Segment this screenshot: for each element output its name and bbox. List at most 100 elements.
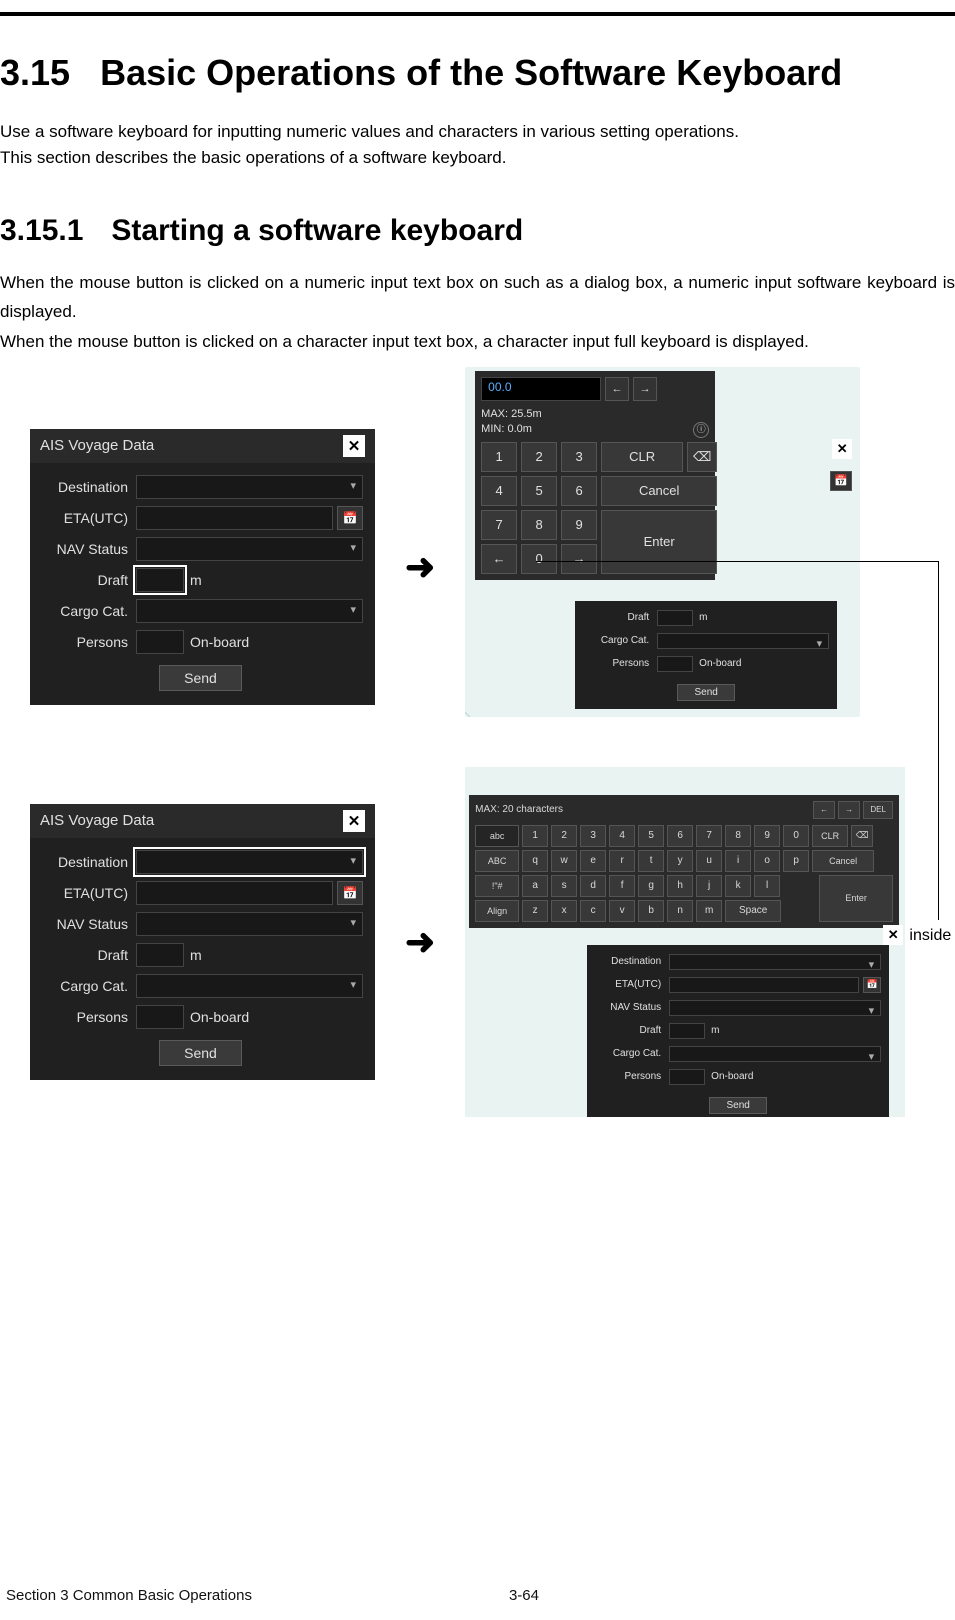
kb-o[interactable]: o (754, 850, 780, 872)
key-left[interactable]: ← (481, 544, 517, 574)
kb-z[interactable]: z (522, 900, 548, 922)
kb-6[interactable]: 6 (667, 825, 693, 847)
send-button-2[interactable]: Send (159, 1040, 242, 1066)
calendar-small-icon[interactable]: 📅 (830, 471, 852, 491)
mini2-field-destination[interactable] (669, 954, 881, 970)
kb-d[interactable]: d (580, 875, 606, 897)
info-icon[interactable]: ⓘ (693, 422, 709, 438)
kb-r[interactable]: r (609, 850, 635, 872)
field-nav-2[interactable] (136, 912, 363, 936)
key-8[interactable]: 8 (521, 510, 557, 540)
field-cargo[interactable] (136, 599, 363, 623)
field-draft-2[interactable] (136, 943, 184, 967)
field-destination[interactable] (136, 475, 363, 499)
mini2-calendar-icon[interactable]: 📅 (863, 977, 881, 993)
mini-field-draft[interactable] (657, 610, 693, 626)
kb-q[interactable]: q (522, 850, 548, 872)
send-button[interactable]: Send (159, 665, 242, 691)
kb-m[interactable]: m (696, 900, 722, 922)
kb-cancel[interactable]: Cancel (812, 850, 874, 872)
kb-1[interactable]: 1 (522, 825, 548, 847)
mini2-field-cargo[interactable] (669, 1046, 881, 1062)
close-icon-2[interactable]: ✕ (343, 810, 365, 832)
kb-g[interactable]: g (638, 875, 664, 897)
kb-n[interactable]: n (667, 900, 693, 922)
calendar-icon-2[interactable]: 📅 (337, 881, 363, 905)
kb-e[interactable]: e (580, 850, 606, 872)
kb-4[interactable]: 4 (609, 825, 635, 847)
field-persons-2[interactable] (136, 1005, 184, 1029)
key-cancel[interactable]: Cancel (601, 476, 717, 506)
key-9[interactable]: 9 (561, 510, 597, 540)
mini2-field-eta[interactable] (669, 977, 859, 993)
kb-k[interactable]: k (725, 875, 751, 897)
field-eta-2[interactable] (136, 881, 333, 905)
kb-v[interactable]: v (609, 900, 635, 922)
kb-x[interactable]: x (551, 900, 577, 922)
kb-mode-abc[interactable]: abc (475, 825, 519, 847)
kb-2[interactable]: 2 (551, 825, 577, 847)
kb-9[interactable]: 9 (754, 825, 780, 847)
kb-7[interactable]: 7 (696, 825, 722, 847)
mini-field-cargo[interactable] (657, 633, 829, 649)
key-2[interactable]: 2 (521, 442, 557, 472)
mini-send-button[interactable]: Send (677, 684, 734, 701)
kb-s[interactable]: s (551, 875, 577, 897)
field-draft-highlight[interactable] (136, 568, 184, 592)
kb-mode-sym[interactable]: !"# (475, 875, 519, 897)
key-clr[interactable]: CLR (601, 442, 683, 472)
kb-5[interactable]: 5 (638, 825, 664, 847)
key-5[interactable]: 5 (521, 476, 557, 506)
kb-i[interactable]: i (725, 850, 751, 872)
kb-h[interactable]: h (667, 875, 693, 897)
key-0[interactable]: 0 (521, 544, 557, 574)
kb-top-del[interactable]: DEL (863, 801, 893, 819)
mini2-field-persons[interactable] (669, 1069, 705, 1085)
field-cargo-2[interactable] (136, 974, 363, 998)
kb-0[interactable]: 0 (783, 825, 809, 847)
mini2-field-nav[interactable] (669, 1000, 881, 1016)
kb-t[interactable]: t (638, 850, 664, 872)
key-enter[interactable]: Enter (601, 510, 717, 574)
kb-c[interactable]: c (580, 900, 606, 922)
kb-mode-upper[interactable]: ABC (475, 850, 519, 872)
kb-l[interactable]: l (754, 875, 780, 897)
field-eta[interactable] (136, 506, 333, 530)
mini2-send-button[interactable]: Send (709, 1097, 766, 1114)
mini2-field-draft[interactable] (669, 1023, 705, 1039)
kb-y[interactable]: y (667, 850, 693, 872)
kb-3[interactable]: 3 (580, 825, 606, 847)
kb-w[interactable]: w (551, 850, 577, 872)
key-7[interactable]: 7 (481, 510, 517, 540)
close-icon[interactable]: ✕ (343, 435, 365, 457)
field-nav[interactable] (136, 537, 363, 561)
calendar-icon[interactable]: 📅 (337, 506, 363, 530)
kb-a[interactable]: a (522, 875, 548, 897)
key-3[interactable]: 3 (561, 442, 597, 472)
kb-space[interactable]: Space (725, 900, 781, 922)
key-bksp[interactable]: ⌫ (687, 442, 717, 472)
kb-mode-align[interactable]: Align (475, 900, 519, 922)
mini-field-persons[interactable] (657, 656, 693, 672)
kb-top-left[interactable]: ← (813, 801, 835, 819)
key-1[interactable]: 1 (481, 442, 517, 472)
field-destination-highlight[interactable] (136, 850, 363, 874)
kb-u[interactable]: u (696, 850, 722, 872)
numpad-display[interactable]: 00.0 (481, 377, 601, 401)
kb-bksp-icon[interactable]: ⌫ (851, 825, 873, 847)
close-small-icon-2[interactable]: ✕ (883, 925, 903, 945)
kb-clr[interactable]: CLR (812, 825, 848, 847)
field-persons[interactable] (136, 630, 184, 654)
close-small-icon[interactable]: ✕ (832, 439, 852, 459)
kb-b[interactable]: b (638, 900, 664, 922)
numpad-nav-right[interactable]: → (633, 377, 657, 401)
key-right[interactable]: → (561, 544, 597, 574)
kb-top-right[interactable]: → (838, 801, 860, 819)
kb-j[interactable]: j (696, 875, 722, 897)
kb-f[interactable]: f (609, 875, 635, 897)
kb-8[interactable]: 8 (725, 825, 751, 847)
kb-p[interactable]: p (783, 850, 809, 872)
key-6[interactable]: 6 (561, 476, 597, 506)
numpad-nav-left[interactable]: ← (605, 377, 629, 401)
kb-enter[interactable]: Enter (819, 875, 893, 922)
